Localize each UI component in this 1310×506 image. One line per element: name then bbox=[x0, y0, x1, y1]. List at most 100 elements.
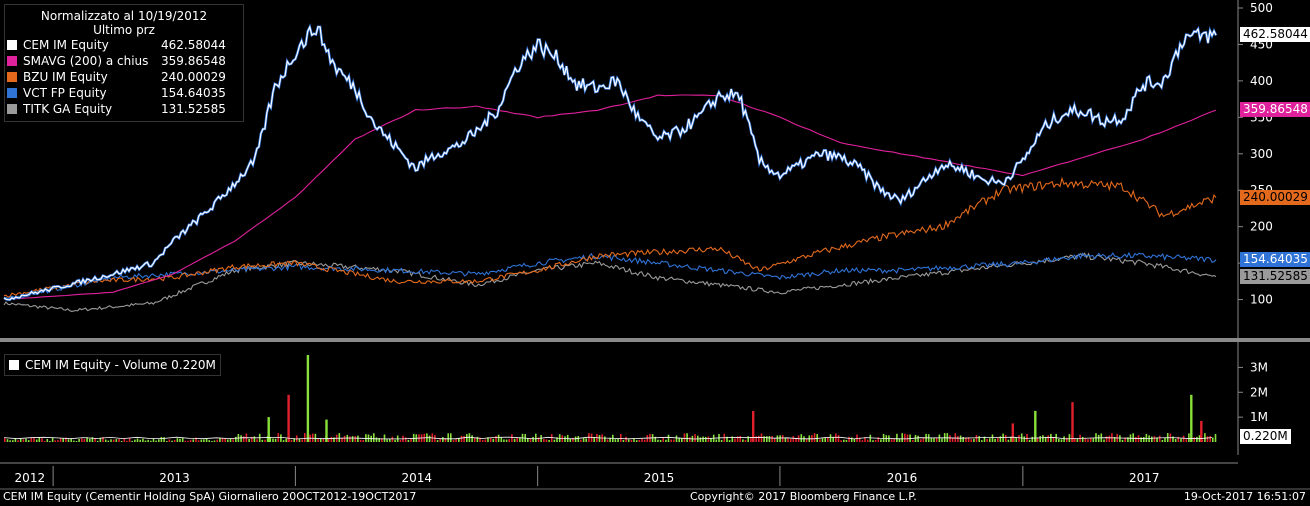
volume-bar bbox=[906, 434, 909, 442]
legend-item-value: 359.86548 bbox=[161, 54, 226, 68]
volume-bar bbox=[1206, 436, 1209, 442]
volume-bar bbox=[110, 439, 112, 442]
volume-bar bbox=[1140, 437, 1142, 442]
volume-bar bbox=[120, 440, 123, 442]
volume-swatch bbox=[9, 360, 19, 370]
volume-bar bbox=[508, 439, 510, 442]
volume-bar bbox=[495, 435, 497, 442]
volume-bar bbox=[827, 437, 829, 442]
volume-bar bbox=[1068, 434, 1071, 442]
volume-bar bbox=[1105, 436, 1108, 442]
volume-spike bbox=[325, 419, 328, 442]
volume-bar bbox=[970, 439, 972, 442]
volume-bar bbox=[163, 437, 165, 442]
volume-bar bbox=[771, 435, 773, 442]
volume-bar bbox=[819, 439, 821, 442]
volume-bar bbox=[89, 438, 91, 442]
last-value-tag: 462.58044 bbox=[1240, 27, 1310, 42]
volume-bar bbox=[890, 439, 893, 442]
volume-bar bbox=[1185, 439, 1188, 442]
volume-bar bbox=[1119, 435, 1121, 442]
footer-right: 19-Oct-2017 16:51:07 bbox=[1183, 490, 1306, 503]
volume-bar bbox=[1050, 433, 1052, 442]
volume-tick-label: 1M bbox=[1250, 410, 1268, 424]
volume-bar bbox=[1058, 438, 1060, 442]
volume-bar bbox=[1151, 436, 1153, 442]
volume-bar bbox=[293, 438, 295, 442]
volume-bar bbox=[877, 437, 880, 442]
volume-bar bbox=[51, 437, 54, 442]
volume-bar bbox=[1076, 438, 1079, 442]
volume-bar bbox=[442, 437, 444, 442]
volume-bar bbox=[853, 438, 856, 442]
volume-bar bbox=[1103, 439, 1105, 442]
volume-bar bbox=[973, 438, 975, 442]
volume-bar bbox=[314, 433, 317, 442]
volume-bar bbox=[728, 440, 731, 442]
last-value-tag: 240.00029 bbox=[1240, 190, 1310, 205]
volume-bar bbox=[473, 437, 476, 442]
volume-bar bbox=[301, 439, 303, 442]
volume-bar bbox=[553, 439, 556, 442]
volume-bar bbox=[962, 437, 964, 442]
volume-bar bbox=[1196, 436, 1198, 442]
volume-bar bbox=[359, 439, 362, 442]
volume-bar bbox=[27, 440, 30, 442]
volume-bar bbox=[638, 439, 641, 442]
volume-bar bbox=[195, 437, 197, 442]
volume-bar bbox=[386, 439, 388, 442]
volume-bar bbox=[242, 436, 245, 442]
volume-bar bbox=[920, 439, 922, 442]
last-value-tag: 359.86548 bbox=[1240, 102, 1310, 117]
volume-bar bbox=[1182, 435, 1185, 442]
volume-bar bbox=[134, 439, 136, 442]
volume-bar bbox=[627, 439, 630, 442]
volume-bar bbox=[1092, 438, 1095, 442]
volume-bar bbox=[65, 437, 67, 442]
volume-bar bbox=[683, 433, 686, 442]
year-label: 2013 bbox=[159, 471, 190, 485]
volume-bar bbox=[845, 439, 848, 442]
volume-bar bbox=[864, 437, 866, 442]
series-titk-line bbox=[3, 252, 1217, 312]
volume-bar bbox=[107, 440, 110, 442]
volume-bar bbox=[747, 436, 749, 442]
volume-bar bbox=[527, 438, 529, 442]
volume-bar bbox=[736, 436, 739, 442]
volume-bar bbox=[1161, 440, 1164, 442]
volume-bar bbox=[375, 437, 378, 442]
volume-bar bbox=[17, 440, 19, 442]
volume-bar bbox=[1074, 438, 1076, 442]
volume-bar bbox=[136, 438, 139, 442]
volume-bar bbox=[378, 438, 380, 442]
legend-item: SMAVG (200) a chius 359.86548 bbox=[7, 53, 241, 69]
series-vct-line bbox=[3, 251, 1217, 300]
legend-swatch bbox=[7, 40, 17, 50]
volume-tick-label: 3M bbox=[1250, 360, 1268, 374]
volume-bar bbox=[447, 433, 449, 442]
volume-bar bbox=[274, 438, 277, 442]
volume-bar bbox=[12, 440, 14, 442]
volume-bar bbox=[513, 438, 516, 442]
volume-bar bbox=[731, 436, 734, 442]
volume-bar bbox=[1066, 437, 1068, 442]
volume-bar bbox=[1028, 439, 1031, 442]
volume-bar bbox=[1108, 435, 1111, 442]
volume-bar bbox=[1015, 437, 1018, 442]
volume-bar bbox=[1063, 436, 1065, 442]
volume-bar bbox=[248, 439, 250, 442]
volume-bar bbox=[439, 438, 441, 442]
volume-bar bbox=[381, 438, 383, 442]
volume-bar bbox=[678, 437, 680, 442]
volume-bar bbox=[1153, 436, 1156, 442]
volume-spike bbox=[1011, 423, 1014, 442]
volume-bar bbox=[866, 439, 869, 442]
legend-item-name: BZU IM Equity bbox=[23, 70, 108, 84]
volume-spike bbox=[267, 417, 270, 442]
volume-spike bbox=[306, 355, 310, 442]
volume-bar bbox=[742, 439, 744, 442]
volume-bar bbox=[142, 438, 144, 442]
volume-bar bbox=[511, 434, 513, 442]
volume-bar bbox=[654, 436, 657, 442]
volume-bar bbox=[1004, 435, 1007, 442]
